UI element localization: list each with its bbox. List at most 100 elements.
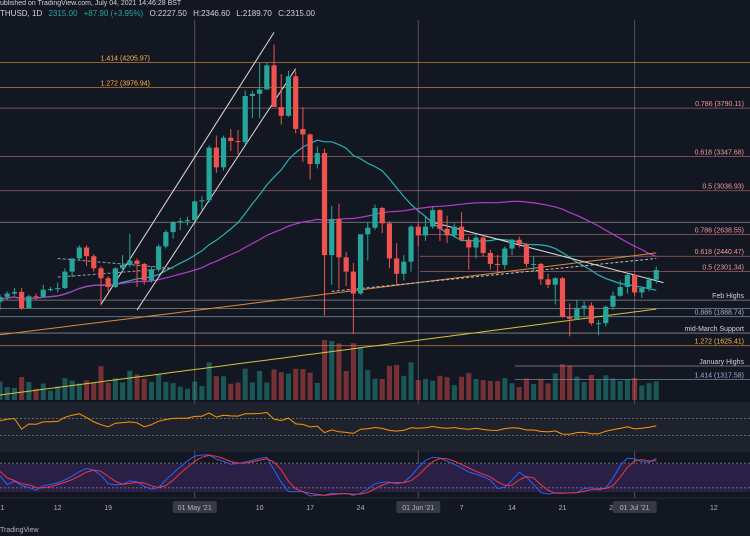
candle-body bbox=[55, 288, 61, 290]
candle-body bbox=[40, 289, 46, 297]
volume-bar bbox=[632, 378, 638, 400]
candle-body bbox=[329, 218, 335, 256]
level-label: 1.414 (1317.58) bbox=[695, 372, 744, 379]
candle-body bbox=[4, 293, 10, 297]
candle-body bbox=[502, 248, 508, 266]
published-note: ublished on TradingView.com, July 04, 20… bbox=[0, 0, 182, 7]
level-label: 0.5 (2301.34) bbox=[702, 265, 744, 272]
candle-body bbox=[285, 76, 292, 116]
volume-bar bbox=[401, 375, 407, 400]
volume-bar bbox=[379, 379, 385, 400]
volume-bar bbox=[538, 378, 544, 400]
candle-body bbox=[415, 226, 421, 236]
x-tick-label: 01 Jun '21 bbox=[402, 505, 434, 512]
volume-bar bbox=[177, 386, 183, 400]
volume-bar bbox=[33, 388, 39, 400]
candle-body bbox=[617, 286, 623, 296]
candle-body bbox=[0, 296, 3, 302]
candle-body bbox=[321, 153, 328, 256]
candle-body bbox=[603, 306, 609, 324]
volume-bar bbox=[120, 382, 126, 400]
candle-body bbox=[220, 137, 227, 168]
candle-body bbox=[401, 261, 407, 274]
candle-body bbox=[134, 260, 140, 264]
volume-bar bbox=[646, 383, 652, 400]
volume-bar bbox=[415, 380, 421, 400]
volume-bar bbox=[213, 376, 219, 400]
volume-bar bbox=[459, 376, 465, 400]
volume-bar bbox=[444, 377, 450, 400]
candle-body bbox=[458, 226, 465, 240]
volume-bar bbox=[47, 390, 54, 400]
candle-body bbox=[357, 234, 364, 294]
level-label: 1.272 (1625.41) bbox=[695, 339, 744, 346]
volume-bar bbox=[473, 379, 479, 400]
volume-bar bbox=[293, 368, 299, 400]
x-tick-label: 19 bbox=[104, 505, 112, 512]
candle-body bbox=[422, 226, 429, 236]
tradingview-credit: TradingView bbox=[0, 527, 39, 534]
symbol-header: THUSD, 1D 2315.00 +87.90 (+3.95%) O:2227… bbox=[0, 9, 315, 18]
volume-bar bbox=[11, 388, 17, 400]
candle-body bbox=[588, 305, 594, 324]
volume-bar bbox=[98, 366, 104, 400]
x-tick-label: 01 May '21 bbox=[178, 505, 212, 512]
candle-body bbox=[437, 210, 443, 229]
stoch-rsi-pane bbox=[0, 454, 750, 497]
level-label: 1.272 (3976.94) bbox=[101, 81, 150, 88]
candle-body bbox=[213, 147, 219, 168]
volume-bar bbox=[264, 382, 270, 400]
stoch-k-line bbox=[0, 454, 657, 497]
candlesticks bbox=[0, 44, 659, 337]
volume-bar bbox=[192, 381, 198, 400]
volume-bar bbox=[581, 382, 587, 400]
volume-bar bbox=[523, 378, 529, 400]
candle-body bbox=[379, 207, 385, 224]
candle-body bbox=[430, 210, 436, 227]
volume-bar bbox=[567, 365, 573, 400]
volume-bar bbox=[394, 364, 400, 400]
volume-bar bbox=[278, 372, 284, 400]
candle-body bbox=[653, 269, 659, 280]
volume-bar bbox=[516, 387, 522, 400]
candle-body bbox=[278, 107, 284, 116]
candle-body bbox=[148, 269, 155, 281]
volume-bar bbox=[134, 374, 140, 400]
close-value: C:2315.00 bbox=[278, 9, 315, 18]
candle-body bbox=[610, 295, 616, 307]
volume-bar bbox=[372, 378, 378, 400]
candle-body bbox=[105, 278, 111, 287]
candle-body bbox=[480, 237, 486, 253]
level-label: 0.5 (3036.93) bbox=[702, 184, 744, 191]
candle-body bbox=[127, 260, 133, 266]
candle-body bbox=[595, 323, 602, 325]
volume-bar bbox=[163, 381, 169, 400]
volume-bar bbox=[105, 382, 111, 400]
volume-bar bbox=[19, 376, 25, 400]
level-label: mid-March Support bbox=[684, 326, 744, 333]
candle-body bbox=[184, 220, 191, 222]
candle-body bbox=[350, 271, 356, 294]
candle-body bbox=[192, 201, 198, 221]
price-change: +87.90 (+3.95%) bbox=[83, 9, 144, 18]
volume-bar bbox=[91, 382, 97, 400]
level-label: Feb Highs bbox=[712, 293, 744, 300]
volume-bar bbox=[552, 373, 558, 400]
level-label: 0.618 (2440.47) bbox=[695, 249, 744, 256]
candle-body bbox=[83, 247, 90, 257]
candle-body bbox=[170, 222, 176, 233]
volume-bar bbox=[141, 378, 147, 400]
volume-bar bbox=[314, 383, 320, 400]
candle-body bbox=[552, 278, 558, 285]
volume-bar bbox=[235, 382, 241, 400]
volume-bar bbox=[148, 381, 154, 400]
volume-bar bbox=[358, 346, 364, 400]
volume-bar bbox=[408, 362, 414, 400]
level-label: January Highs bbox=[699, 359, 744, 366]
dashed-triangle-top bbox=[57, 257, 174, 269]
candle-body bbox=[639, 288, 645, 293]
x-tick-label: 10 bbox=[256, 505, 264, 512]
volume-bar bbox=[639, 385, 645, 400]
volume-bar bbox=[430, 380, 436, 400]
